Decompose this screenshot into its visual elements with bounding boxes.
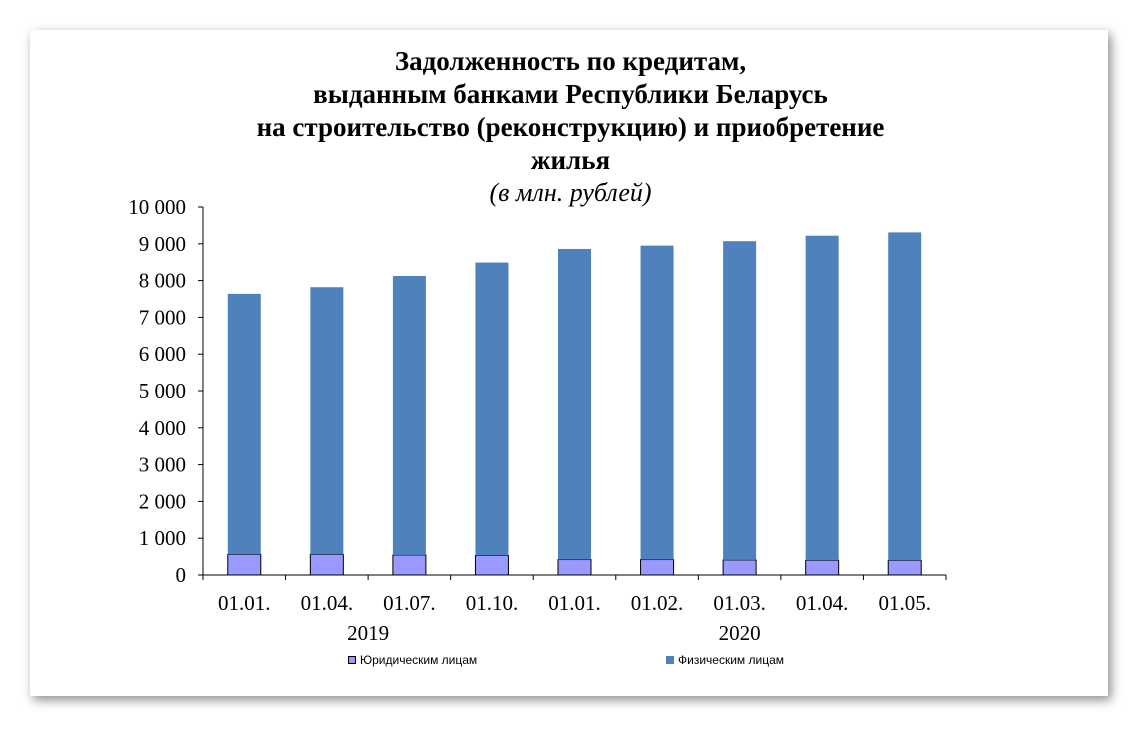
bar-individual [392, 276, 426, 555]
chart-subtitle: (в млн. рублей) [489, 178, 652, 207]
chart-title-line-4: жилья [530, 145, 611, 175]
chart-legend: Юридическим лицам Физическим лицам [0, 653, 1141, 673]
bar-legal [640, 559, 675, 576]
y-tick-label: 4 000 [139, 416, 186, 440]
bar-individual [475, 262, 509, 556]
y-tick-label: 0 [176, 563, 187, 587]
bar-legal [309, 553, 344, 576]
legend-label-individual: Физическим лицам [678, 653, 784, 667]
y-tick-label: 8 000 [139, 269, 186, 293]
x-tick-label: 01.05. [878, 591, 931, 615]
x-tick-label: 01.07. [383, 591, 436, 615]
legend-item-individual: Физическим лицам [666, 653, 784, 667]
bar-individual [310, 287, 344, 555]
x-tick-label: 01.01. [218, 591, 271, 615]
bar-individual [888, 232, 922, 561]
bar-legal [557, 559, 592, 576]
y-tick-label: 7 000 [139, 305, 186, 329]
bar-individual [805, 235, 839, 561]
x-tick-label: 01.10. [466, 591, 519, 615]
x-tick-label: 01.03. [713, 591, 766, 615]
year-group-label: 2020 [719, 621, 761, 645]
bar-individual [723, 241, 757, 560]
y-tick-label: 2 000 [139, 489, 186, 513]
bar-legal [805, 559, 840, 576]
chart-title-line-3: на строительство (реконструкцию) и приоб… [256, 112, 885, 142]
legend-label-legal: Юридическим лицам [360, 653, 478, 667]
x-tick-label: 01.02. [631, 591, 684, 615]
legend-swatch-legal [348, 656, 356, 664]
x-tick-label: 01.04. [301, 591, 354, 615]
y-tick-label: 3 000 [139, 453, 186, 477]
y-tick-label: 9 000 [139, 232, 186, 256]
bar-individual [558, 248, 591, 560]
bar-legal [227, 553, 262, 576]
x-tick-label: 01.04. [796, 591, 849, 615]
y-tick-label: 6 000 [139, 342, 186, 366]
chart-title-line-2: выданным банками Республики Беларусь [313, 79, 828, 109]
x-tick-label: 01.01. [548, 591, 601, 615]
legend-swatch-individual [666, 656, 674, 664]
legend-item-legal: Юридическим лицам [348, 653, 477, 667]
y-tick-label: 1 000 [139, 526, 186, 550]
bar-individual [640, 245, 674, 560]
bar-legal [887, 559, 922, 576]
chart-title-line-1: Задолженность по кредитам, [394, 46, 747, 76]
bar-legal [722, 559, 757, 576]
bar-legal [392, 554, 427, 576]
bar-legal [474, 554, 509, 576]
y-tick-label: 10 000 [128, 195, 186, 219]
year-group-label: 2019 [347, 621, 389, 645]
y-tick-label: 5 000 [139, 379, 186, 403]
bar-individual [227, 293, 261, 555]
